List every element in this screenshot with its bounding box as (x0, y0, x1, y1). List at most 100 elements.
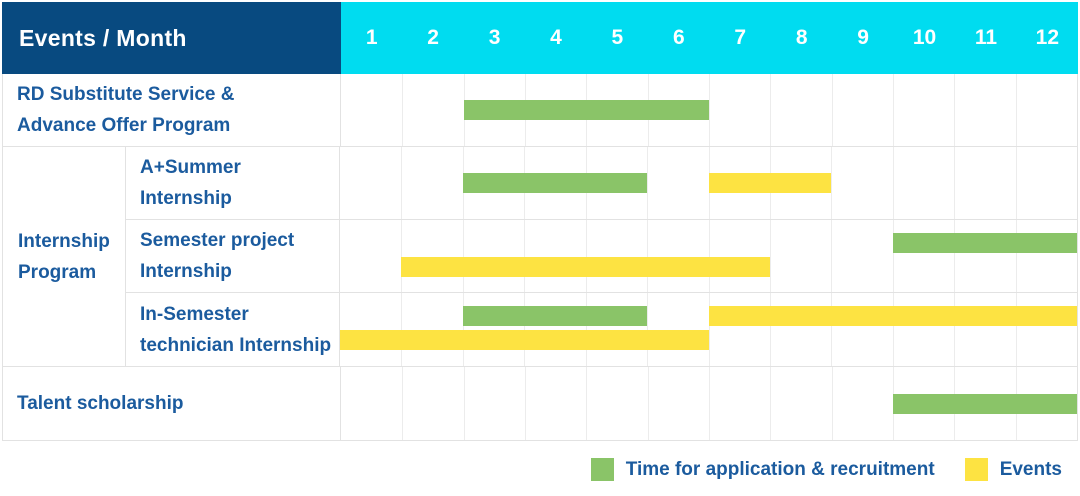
row-label-talent-scholarship: Talent scholarship (3, 367, 341, 440)
month-gridline (709, 74, 710, 146)
row-label-line: Advance Offer Program (17, 115, 231, 136)
month-gridline (647, 147, 649, 219)
timeline-lane-a-summer-internship (340, 147, 1077, 219)
row-label-a-summer-internship: A+Summer Internship (126, 147, 340, 219)
month-header-8: 8 (795, 26, 808, 49)
month-gridline (463, 367, 465, 440)
month-gridline (1015, 147, 1017, 219)
row-label-line: Talent scholarship (17, 393, 184, 414)
legend-item-events: Events (964, 458, 1062, 481)
month-gridline (770, 367, 772, 440)
month-gridline (892, 220, 894, 292)
row-label-rd-substitute: RD Substitute Service & Advance Offer Pr… (3, 74, 341, 146)
month-gridline (831, 293, 833, 366)
month-gridline (954, 147, 956, 219)
gantt-table: Events / Month 1 2 3 4 5 6 7 8 9 10 11 1… (2, 2, 1078, 481)
row-label-line: RD Substitute Service & (17, 84, 235, 105)
events-month-header-label: Events / Month (19, 24, 187, 51)
legend-recruitment-label: Time for application & recruitment (625, 458, 935, 480)
row-label-line: Internship (140, 188, 232, 209)
gantt-bar-recruitment (462, 173, 648, 193)
month-gridline (525, 367, 526, 440)
month-gridline (585, 293, 587, 366)
legend-item-recruitment: Time for application & recruitment (590, 458, 935, 481)
month-gridline (769, 293, 771, 366)
month-gridline (831, 367, 833, 440)
events-month-header-cell: Events / Month (2, 2, 341, 74)
gantt-bar-recruitment (892, 233, 1077, 253)
month-header-1: 1 (365, 26, 378, 49)
gantt-bar-recruitment (462, 306, 648, 326)
month-gridline (893, 74, 894, 146)
timeline-lane-semester-project-internship (340, 220, 1077, 292)
month-gridline (831, 74, 833, 146)
gantt-bar-recruitment (893, 393, 1077, 414)
recruitment-swatch-icon (590, 458, 614, 481)
month-gridline (1015, 293, 1017, 366)
month-header-7: 7 (734, 26, 747, 49)
timeline-lane-rd-substitute (341, 74, 1077, 146)
row-label-semester-project-internship: Semester project Internship (126, 220, 340, 292)
gantt-bar-event (401, 257, 770, 277)
month-gridline (892, 147, 894, 219)
row-label-in-semester-technician-internship: In-Semester technician Internship (126, 293, 340, 366)
group-label-line: Program (18, 261, 97, 283)
month-gridline (769, 220, 771, 292)
gantt-bar-event (340, 330, 709, 350)
month-header-11: 11 (974, 26, 998, 49)
month-gridline (770, 74, 772, 146)
month-header-12: 12 (1035, 26, 1060, 49)
month-gridline (892, 293, 894, 366)
month-gridline (402, 367, 404, 440)
month-gridline (708, 293, 710, 366)
group-label-line: Internship (18, 230, 110, 252)
legend: Time for application & recruitment Event… (2, 458, 1062, 481)
timeline-lane-talent-scholarship (341, 367, 1077, 440)
group-label-internship-program: Internship Program (3, 147, 126, 366)
timeline-lane-in-semester-technician-internship (340, 293, 1077, 366)
month-gridline (524, 220, 526, 292)
month-gridline (708, 220, 710, 292)
month-gridline (462, 220, 464, 292)
group-internship-program: Internship Program A+Summer Internship S… (3, 147, 1077, 367)
month-gridline (954, 74, 956, 146)
table-row-semester-project-internship: Semester project Internship (126, 220, 1077, 293)
row-label-line: Internship (140, 261, 232, 282)
month-gridline (585, 220, 587, 292)
table-body: RD Substitute Service & Advance Offer Pr… (2, 74, 1078, 441)
month-gridline (1015, 74, 1017, 146)
gantt-bar-event (708, 173, 832, 193)
month-header-9: 9 (857, 26, 869, 49)
month-gridline (462, 293, 464, 366)
month-gridline (709, 367, 710, 440)
row-label-line: technician Internship (140, 334, 332, 356)
gantt-bar-event (708, 306, 1077, 326)
row-label-line: In-Semester (140, 303, 249, 325)
month-header-6: 6 (672, 26, 685, 49)
month-gridline (401, 147, 403, 219)
month-gridline (647, 293, 649, 366)
month-header-10: 10 (912, 26, 937, 49)
month-header-3: 3 (488, 26, 501, 49)
table-row-a-summer-internship: A+Summer Internship (126, 147, 1077, 220)
month-gridline (402, 74, 404, 146)
month-gridline (401, 220, 403, 292)
legend-events-label: Events (999, 458, 1062, 480)
gantt-bar-recruitment (463, 100, 709, 120)
month-header-2: 2 (427, 26, 439, 49)
month-gridline (524, 293, 526, 366)
month-gridline (647, 367, 649, 440)
month-gridline (401, 293, 403, 366)
month-header-strip: 1 2 3 4 5 6 7 8 9 10 11 12 (341, 2, 1078, 74)
table-header-row: Events / Month 1 2 3 4 5 6 7 8 9 10 11 1… (2, 2, 1078, 74)
month-gridline (954, 220, 956, 292)
events-swatch-icon (964, 458, 988, 481)
month-header-4: 4 (550, 26, 562, 49)
month-gridline (954, 293, 956, 366)
group-subrows: A+Summer Internship Semester project Int… (126, 147, 1077, 366)
table-row-in-semester-technician-internship: In-Semester technician Internship (126, 293, 1077, 366)
month-gridline (1015, 220, 1017, 292)
month-gridline (647, 220, 649, 292)
table-row-rd-substitute: RD Substitute Service & Advance Offer Pr… (3, 74, 1077, 147)
month-gridline (831, 147, 833, 219)
